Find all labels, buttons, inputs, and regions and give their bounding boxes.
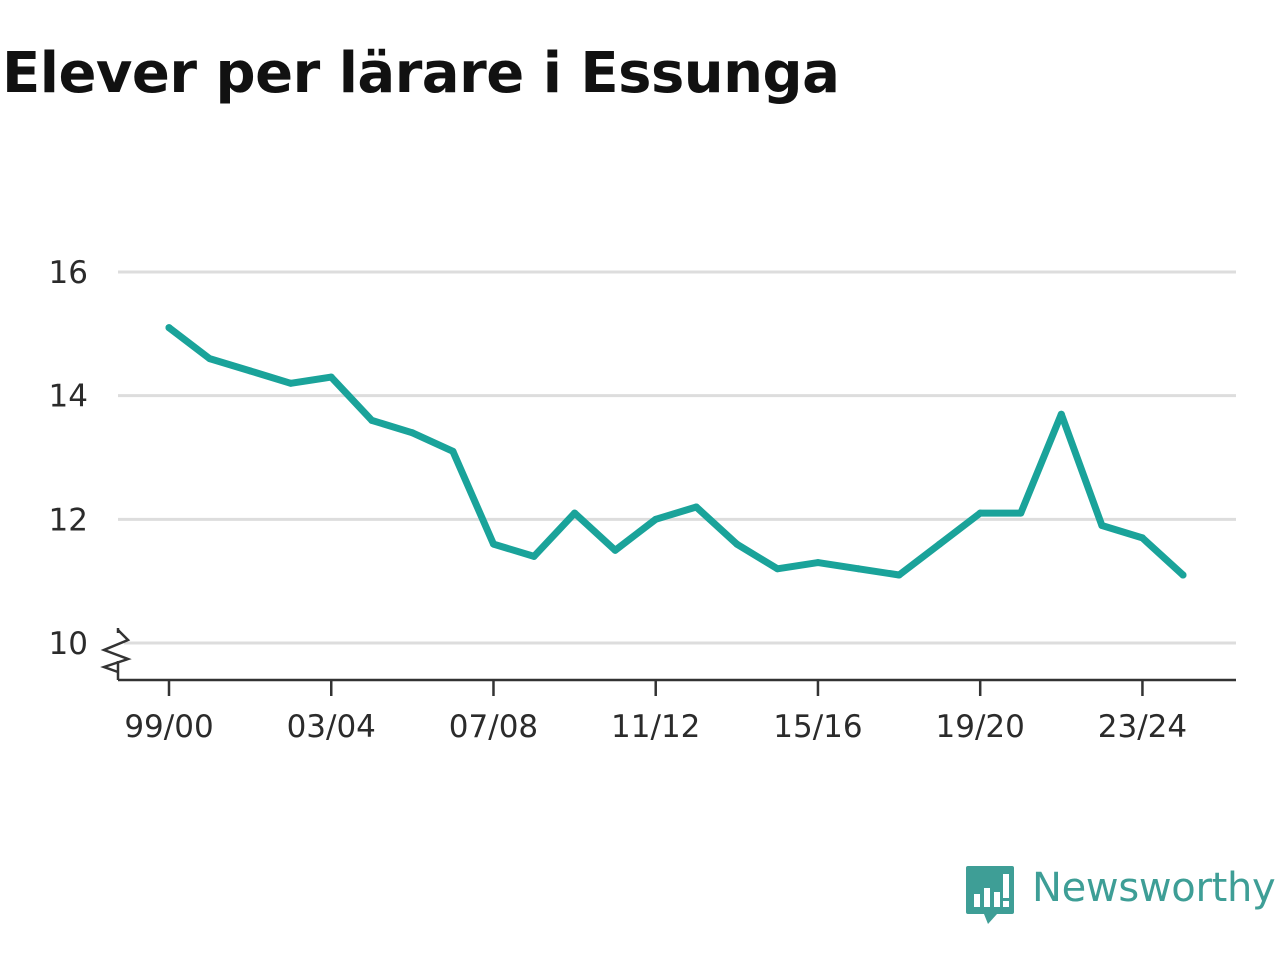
data-point-11/12 (652, 515, 660, 523)
axis-break (100, 629, 132, 674)
data-point-19/20 (976, 509, 984, 517)
x-tick-label-99/00: 99/00 (124, 709, 213, 745)
data-point-16/17 (855, 565, 863, 573)
chart-title: Elever per lärare i Essunga (2, 41, 840, 106)
y-tick-label-16: 16 (49, 255, 88, 291)
y-tick-label-14: 14 (49, 379, 88, 415)
data-point-10/11 (611, 546, 619, 554)
data-point-05/06 (408, 429, 416, 437)
y-tick-labels: 10 12 14 16 (49, 255, 88, 662)
data-point-99/00 (165, 324, 173, 332)
x-tick-label-23/24: 23/24 (1098, 709, 1187, 745)
data-point-04/05 (368, 416, 376, 424)
data-point-01/02 (246, 367, 254, 375)
data-point-20/21 (1017, 509, 1025, 517)
x-tick-label-03/04: 03/04 (287, 709, 376, 745)
data-point-06/07 (449, 447, 457, 455)
data-point-15/16 (814, 559, 822, 567)
data-point-12/13 (692, 503, 700, 511)
data-point-22/23 (1098, 522, 1106, 530)
x-tick-label-07/08: 07/08 (449, 709, 538, 745)
series (165, 324, 1187, 579)
data-point-07/08 (489, 540, 497, 548)
grid-lines (118, 270, 1236, 645)
data-point-02/03 (287, 379, 295, 387)
x-tick-label-15/16: 15/16 (773, 709, 862, 745)
data-point-09/10 (571, 509, 579, 517)
brand-logo: Newsworthy (964, 864, 1276, 928)
y-tick-label-10: 10 (49, 626, 88, 662)
data-point-13/14 (733, 540, 741, 548)
brand-name: Newsworthy (1032, 865, 1276, 911)
data-point-23/24 (1138, 534, 1146, 542)
data-point-00/01 (206, 355, 214, 363)
x-tick-label-19/20: 19/20 (936, 709, 1025, 745)
axes (116, 628, 1236, 696)
x-tick-labels: 99/00 03/04 07/08 11/12 15/16 19/20 23/24 (124, 709, 1187, 745)
series-line (165, 324, 1187, 579)
newsworthy-logo-icon (966, 866, 1014, 924)
data-point-14/15 (773, 565, 781, 573)
data-point-21/22 (1057, 410, 1065, 418)
data-point-03/04 (327, 373, 335, 381)
data-point-18/19 (936, 540, 944, 548)
x-tick-label-11/12: 11/12 (611, 709, 700, 745)
y-axis-break-zigzag (100, 629, 132, 674)
data-point-17/18 (895, 571, 903, 579)
y-tick-label-12: 12 (49, 502, 88, 538)
data-point-24/25 (1179, 571, 1187, 579)
data-point-08/09 (530, 552, 538, 560)
